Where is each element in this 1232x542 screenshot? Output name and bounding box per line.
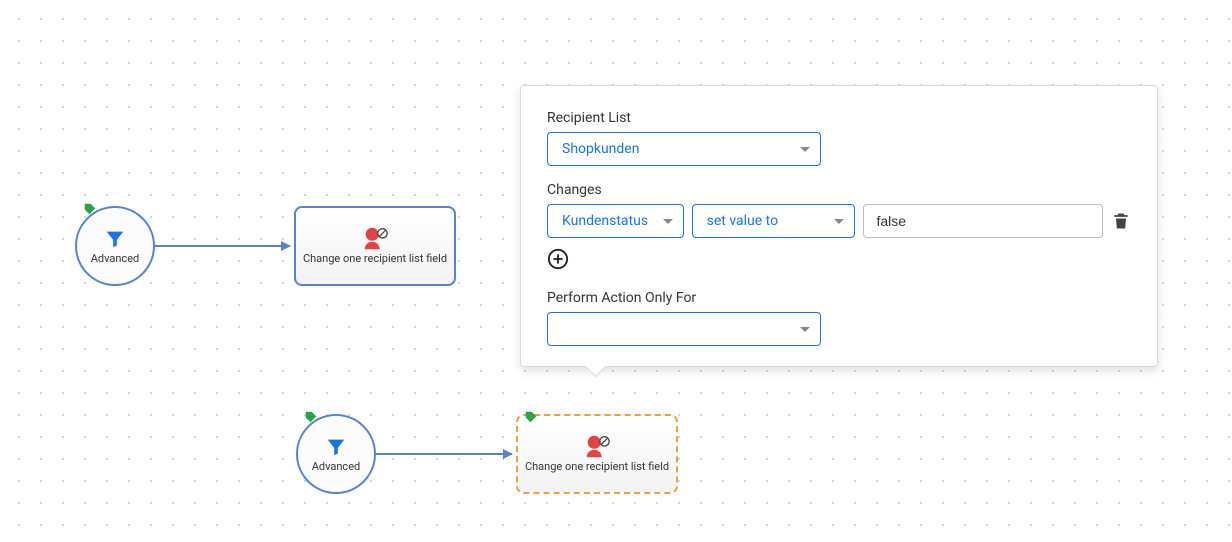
funnel-icon bbox=[104, 228, 126, 250]
recipient-list-value: Shopkunden bbox=[562, 141, 639, 157]
change-field-value: Kundenstatus bbox=[562, 213, 648, 229]
perform-for-group: Perform Action Only For bbox=[547, 290, 1131, 346]
tag-icon bbox=[304, 410, 318, 424]
funnel-icon bbox=[325, 436, 347, 458]
perform-for-label: Perform Action Only For bbox=[547, 290, 1131, 306]
change-field-select[interactable]: Kundenstatus bbox=[547, 204, 684, 238]
action-node-change-field[interactable]: Change one recipient list field bbox=[294, 206, 456, 286]
recipient-list-group: Recipient List Shopkunden bbox=[547, 110, 1131, 166]
trash-icon[interactable] bbox=[1111, 210, 1131, 232]
changes-row: Kundenstatus set value to bbox=[547, 204, 1131, 238]
chevron-down-icon bbox=[834, 219, 844, 224]
node-label: Change one recipient list field bbox=[303, 252, 447, 266]
flow-edge bbox=[376, 453, 512, 455]
flow-canvas[interactable]: Advanced Change one recipient list field… bbox=[0, 0, 1232, 542]
chevron-down-icon bbox=[800, 147, 810, 152]
node-label: Advanced bbox=[312, 460, 360, 473]
tag-icon bbox=[524, 410, 538, 424]
chevron-down-icon bbox=[800, 327, 810, 332]
action-node-change-field-selected[interactable]: Change one recipient list field bbox=[516, 414, 678, 494]
flow-edge bbox=[155, 245, 290, 247]
tag-icon bbox=[83, 202, 97, 216]
change-value-input[interactable] bbox=[863, 204, 1103, 238]
change-op-select[interactable]: set value to bbox=[692, 204, 856, 238]
perform-for-select[interactable] bbox=[547, 312, 821, 346]
start-node-advanced[interactable]: Advanced bbox=[75, 206, 155, 286]
recipient-list-label: Recipient List bbox=[547, 110, 1131, 126]
change-op-value: set value to bbox=[707, 213, 778, 229]
add-change-icon[interactable] bbox=[547, 248, 569, 270]
recipient-list-select[interactable]: Shopkunden bbox=[547, 132, 821, 166]
node-label: Change one recipient list field bbox=[525, 460, 669, 474]
user-edit-icon bbox=[583, 434, 611, 458]
user-edit-icon bbox=[361, 226, 389, 250]
action-config-panel: Recipient List Shopkunden Changes Kunden… bbox=[520, 85, 1158, 367]
start-node-advanced[interactable]: Advanced bbox=[296, 414, 376, 494]
node-label: Advanced bbox=[91, 252, 139, 265]
changes-label: Changes bbox=[547, 182, 1131, 198]
changes-group: Changes Kundenstatus set value to bbox=[547, 182, 1131, 274]
chevron-down-icon bbox=[663, 219, 673, 224]
